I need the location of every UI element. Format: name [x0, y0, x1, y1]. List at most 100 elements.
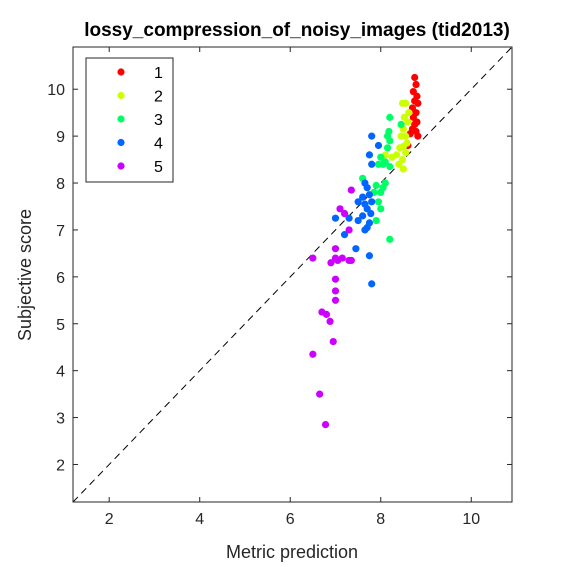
plot-frame	[72, 46, 513, 503]
y-tick-label: 4	[56, 364, 65, 381]
series-1	[404, 73, 422, 150]
x-tick-label: 6	[286, 511, 295, 528]
legend: 1 2 3 4 5	[85, 57, 174, 183]
data-point	[365, 252, 374, 260]
data-point	[386, 137, 394, 145]
data-point	[336, 205, 344, 213]
data-point	[411, 73, 419, 82]
data-point	[321, 421, 330, 429]
data-point	[386, 235, 394, 243]
data-point	[368, 160, 376, 168]
data-point	[377, 205, 385, 213]
series-5	[309, 186, 355, 429]
legend-marker	[117, 68, 125, 76]
legend-label: 1	[154, 65, 163, 82]
legend-entry-2: 2	[117, 89, 163, 106]
data-point	[402, 148, 410, 157]
data-point	[316, 390, 324, 398]
data-point	[372, 216, 380, 225]
y-tick-label: 5	[56, 317, 65, 334]
data-point	[374, 160, 383, 168]
data-point	[326, 317, 334, 326]
data-point	[327, 259, 335, 267]
data-point	[377, 188, 385, 197]
legend-entry-1: 1	[117, 65, 163, 82]
data-points	[309, 73, 422, 429]
data-point	[354, 198, 362, 206]
data-point	[383, 144, 392, 152]
legend-marker	[117, 138, 125, 147]
data-point	[367, 209, 375, 218]
data-point	[399, 165, 407, 173]
data-point	[340, 209, 349, 218]
data-point	[363, 184, 371, 192]
legend-label: 5	[154, 159, 163, 176]
data-point	[347, 256, 355, 265]
data-point	[361, 226, 369, 234]
data-point	[374, 198, 383, 206]
y-axis-label: Subjective score	[15, 209, 35, 341]
data-point	[368, 132, 376, 140]
reference-diagonal-line	[72, 46, 513, 503]
data-point	[331, 245, 340, 253]
data-point	[322, 310, 331, 318]
data-point	[388, 153, 396, 161]
data-point	[309, 254, 317, 262]
data-point	[397, 120, 405, 128]
data-point	[381, 158, 389, 166]
x-tick-label: 10	[462, 511, 480, 528]
series-2	[379, 99, 413, 173]
data-point	[329, 337, 337, 346]
data-point	[347, 186, 355, 194]
y-tick-label: 2	[56, 457, 65, 474]
data-point	[414, 132, 422, 140]
y-tick-label: 9	[56, 129, 65, 146]
data-point	[402, 99, 410, 107]
legend-box	[85, 57, 174, 183]
data-point	[309, 350, 317, 358]
data-point	[359, 193, 367, 201]
data-point	[345, 226, 353, 234]
data-point	[386, 113, 394, 121]
x-tick-label: 2	[105, 511, 114, 528]
legend-entry-3: 3	[117, 112, 163, 129]
y-tick-label: 6	[56, 270, 65, 287]
series-4	[331, 132, 383, 288]
legend-marker	[117, 115, 125, 123]
legend-label: 4	[154, 136, 163, 153]
legend-label: 2	[154, 89, 163, 106]
data-point	[414, 99, 422, 107]
data-point	[331, 296, 340, 304]
x-tick-label: 8	[376, 511, 385, 528]
data-point	[368, 280, 376, 288]
data-point	[345, 214, 353, 222]
data-point	[368, 198, 376, 206]
legend-entry-5: 5	[117, 159, 163, 176]
data-point	[331, 214, 340, 222]
series-3	[359, 113, 405, 243]
data-point	[396, 144, 404, 152]
data-point	[372, 181, 380, 189]
data-point	[365, 191, 374, 199]
legend-marker	[117, 162, 125, 170]
data-point	[395, 160, 403, 168]
chart-title: lossy_compression_of_noisy_images (tid20…	[84, 20, 510, 41]
data-point	[374, 141, 383, 150]
data-point	[405, 109, 413, 117]
x-tick-label: 4	[195, 511, 204, 528]
data-point	[412, 80, 420, 89]
data-point	[331, 275, 340, 283]
data-point	[402, 132, 410, 140]
data-point	[331, 287, 340, 295]
legend-entry-4: 4	[117, 136, 163, 153]
y-tick-label: 8	[56, 176, 65, 193]
data-point	[352, 245, 360, 253]
data-point	[404, 118, 412, 126]
legend-marker	[117, 91, 125, 100]
x-axis-label: Metric prediction	[226, 542, 358, 562]
axis-ticks: 2 4 6 8 10 2 3 4 5 6 7 8 9 10	[47, 47, 512, 528]
data-point	[340, 231, 349, 239]
data-point	[359, 212, 367, 220]
data-point	[386, 163, 394, 171]
